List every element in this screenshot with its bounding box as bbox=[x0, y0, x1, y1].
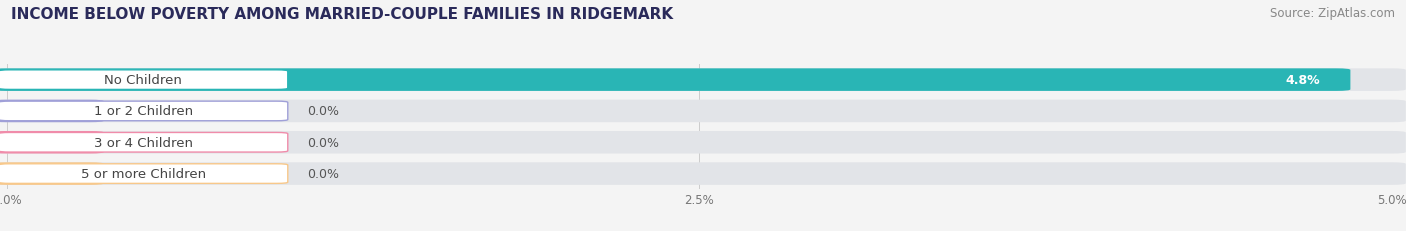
FancyBboxPatch shape bbox=[0, 69, 1350, 91]
Text: 4.8%: 4.8% bbox=[1285, 74, 1320, 87]
FancyBboxPatch shape bbox=[0, 100, 104, 123]
FancyBboxPatch shape bbox=[0, 69, 1406, 91]
Text: 0.0%: 0.0% bbox=[307, 105, 339, 118]
FancyBboxPatch shape bbox=[0, 131, 104, 154]
FancyBboxPatch shape bbox=[0, 163, 104, 185]
FancyBboxPatch shape bbox=[0, 102, 288, 121]
Text: 0.0%: 0.0% bbox=[307, 136, 339, 149]
Text: Source: ZipAtlas.com: Source: ZipAtlas.com bbox=[1270, 7, 1395, 20]
Text: No Children: No Children bbox=[104, 74, 183, 87]
Text: 0.0%: 0.0% bbox=[307, 167, 339, 180]
Text: 1 or 2 Children: 1 or 2 Children bbox=[94, 105, 193, 118]
Text: 5 or more Children: 5 or more Children bbox=[80, 167, 205, 180]
FancyBboxPatch shape bbox=[0, 163, 1406, 185]
Text: 3 or 4 Children: 3 or 4 Children bbox=[94, 136, 193, 149]
FancyBboxPatch shape bbox=[0, 133, 288, 152]
FancyBboxPatch shape bbox=[0, 100, 1406, 123]
FancyBboxPatch shape bbox=[0, 131, 1406, 154]
FancyBboxPatch shape bbox=[0, 164, 288, 184]
Text: INCOME BELOW POVERTY AMONG MARRIED-COUPLE FAMILIES IN RIDGEMARK: INCOME BELOW POVERTY AMONG MARRIED-COUPL… bbox=[11, 7, 673, 22]
FancyBboxPatch shape bbox=[0, 70, 288, 90]
